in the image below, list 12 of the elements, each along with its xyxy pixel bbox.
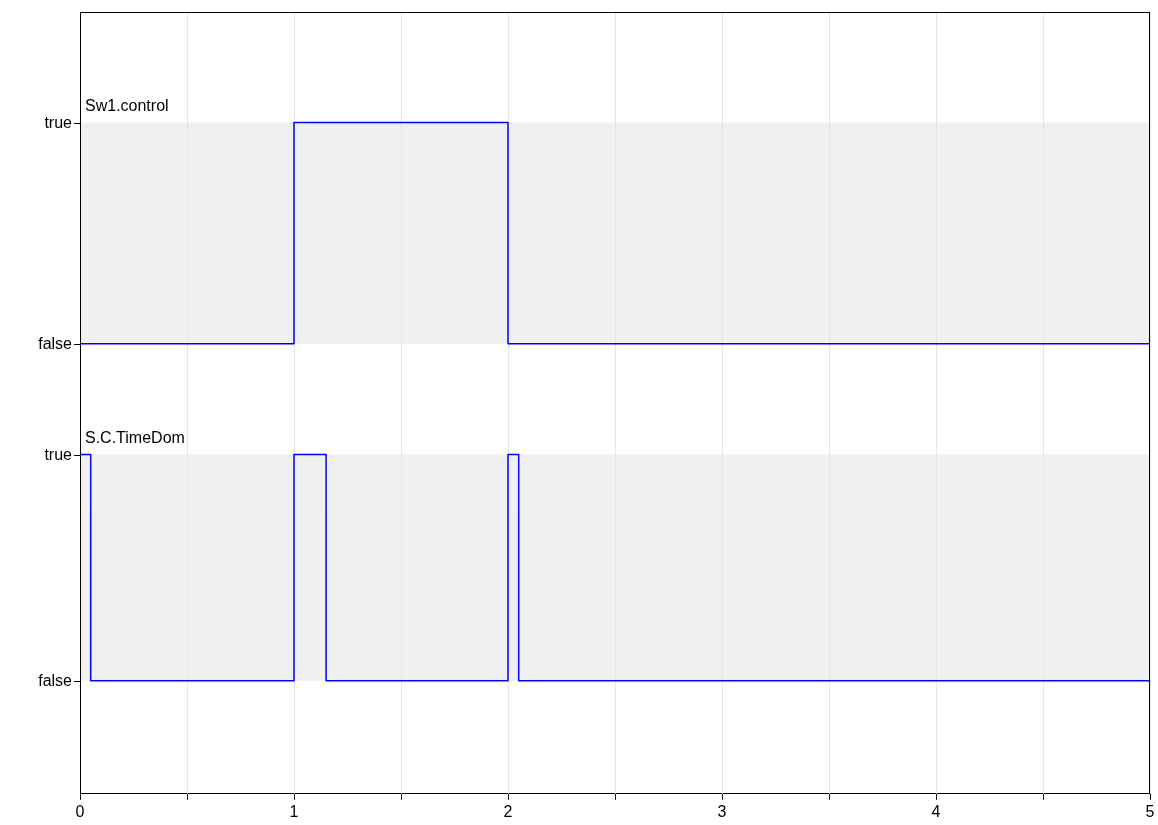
text: false bbox=[38, 334, 73, 352]
text: true bbox=[44, 445, 73, 463]
x-tick-label: 3 bbox=[717, 802, 727, 820]
x-tick-label: 0 bbox=[75, 802, 85, 820]
text: true bbox=[44, 113, 73, 131]
text: false bbox=[38, 671, 73, 689]
x-tick-label: 5 bbox=[1145, 802, 1155, 820]
x-tick-label: 4 bbox=[931, 802, 941, 820]
x-tick-label: 2 bbox=[503, 802, 513, 820]
series-label: S.C.TimeDom bbox=[85, 428, 185, 446]
x-tick-label: 1 bbox=[289, 802, 299, 820]
text: Sw1.control bbox=[85, 97, 169, 115]
